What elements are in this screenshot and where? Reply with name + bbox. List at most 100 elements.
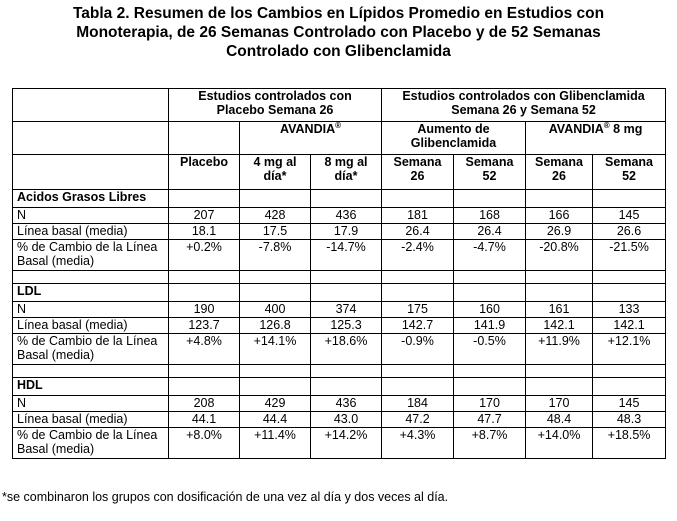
- row-label: % de Cambio de la Línea Basal (media): [12, 333, 169, 365]
- value-cell: -2.4%: [381, 239, 454, 271]
- empty-cell: [453, 270, 526, 284]
- empty-cell: [591, 364, 667, 378]
- section-header-row: HDL: [12, 377, 667, 396]
- footnote: *se combinaron los grupos con dosificaci…: [2, 490, 449, 504]
- row-label: Línea basal (media): [12, 317, 169, 334]
- value-cell: -7.8%: [239, 239, 311, 271]
- empty-cell: [239, 270, 311, 284]
- value-cell: +14.0%: [525, 427, 593, 459]
- value-cell: 168: [453, 207, 526, 224]
- empty-cell: [310, 283, 382, 302]
- value-cell: 44.1: [168, 411, 240, 428]
- value-cell: 208: [168, 395, 240, 412]
- table-row: N 190 400 374 175 160 161 133: [12, 301, 667, 318]
- empty-cell: [381, 283, 454, 302]
- value-cell: 175: [381, 301, 454, 318]
- value-cell: +8.0%: [168, 427, 240, 459]
- value-cell: 429: [239, 395, 311, 412]
- empty-cell: [525, 377, 593, 396]
- value-cell: 436: [310, 395, 382, 412]
- column-header: Placebo: [168, 154, 240, 190]
- lipid-changes-table: Estudios controlados con Placebo Semana …: [12, 88, 667, 459]
- value-cell: +0.2%: [168, 239, 240, 271]
- row-label: N: [12, 301, 169, 318]
- value-cell: 17.9: [310, 223, 382, 240]
- empty-cell: [453, 283, 526, 302]
- row-label: Línea basal (media): [12, 411, 169, 428]
- value-cell: 142.1: [591, 317, 667, 334]
- empty-cell: [168, 364, 240, 378]
- empty-cell: [310, 364, 382, 378]
- empty-cell: [453, 364, 526, 378]
- value-cell: 170: [525, 395, 593, 412]
- value-cell: -0.5%: [453, 333, 526, 365]
- value-cell: 166: [525, 207, 593, 224]
- header-empty-cell: [12, 121, 169, 155]
- empty-cell: [168, 377, 240, 396]
- value-cell: 123.7: [168, 317, 240, 334]
- empty-cell: [591, 270, 667, 284]
- value-cell: 44.4: [239, 411, 311, 428]
- value-cell: +8.7%: [453, 427, 526, 459]
- value-cell: +14.2%: [310, 427, 382, 459]
- header-empty-cell: [168, 121, 240, 155]
- column-header: Semana 52: [591, 154, 667, 190]
- value-cell: 161: [525, 301, 593, 318]
- section-header-row: Acidos Grasos Libres: [12, 189, 667, 208]
- empty-cell: [381, 377, 454, 396]
- header-row-treatments: AVANDIA® Aumento de Glibenclamida AVANDI…: [12, 120, 667, 155]
- empty-cell: [591, 283, 667, 302]
- column-header: 8 mg al día*: [310, 154, 382, 190]
- value-cell: 428: [239, 207, 311, 224]
- registered-mark: ®: [603, 120, 610, 130]
- empty-cell: [525, 283, 593, 302]
- empty-cell: [381, 364, 454, 378]
- column-header: Semana 52: [453, 154, 526, 190]
- row-label: % de Cambio de la Línea Basal (media): [12, 239, 169, 271]
- empty-cell: [239, 283, 311, 302]
- table-row: Línea basal (media) 44.1 44.4 43.0 47.2 47.7 4…: [12, 411, 667, 428]
- value-cell: -4.7%: [453, 239, 526, 271]
- empty-cell: [310, 377, 382, 396]
- value-cell: 17.5: [239, 223, 311, 240]
- header-empty-cell: [12, 88, 169, 122]
- empty-cell: [168, 270, 240, 284]
- value-cell: 47.2: [381, 411, 454, 428]
- header-glibenclamida-group: Estudios controlados con Glibenclamida S…: [380, 88, 667, 122]
- row-label: N: [12, 395, 169, 412]
- value-cell: 184: [381, 395, 454, 412]
- avandia-label: AVANDIA: [548, 122, 604, 136]
- column-header: Semana 26: [381, 154, 454, 190]
- registered-mark: ®: [335, 120, 341, 130]
- section-name: LDL: [12, 283, 169, 302]
- table-row: % de Cambio de la Línea Basal (media) +8.…: [12, 427, 667, 459]
- value-cell: 26.6: [591, 223, 667, 240]
- title-line-2: Monoterapia, de 26 Semanas Controlado co…: [76, 24, 601, 41]
- value-cell: 181: [381, 207, 454, 224]
- value-cell: +4.3%: [381, 427, 454, 459]
- table-row: Línea basal (media) 123.7 126.8 125.3 142.7 1…: [12, 317, 667, 334]
- value-cell: 145: [591, 395, 667, 412]
- empty-cell: [168, 283, 240, 302]
- header-row-groups: Estudios controlados con Placebo Semana …: [12, 88, 667, 122]
- value-cell: 125.3: [310, 317, 382, 334]
- value-cell: 170: [453, 395, 526, 412]
- section-name: Acidos Grasos Libres: [12, 189, 169, 208]
- value-cell: 47.7: [453, 411, 526, 428]
- value-cell: 160: [453, 301, 526, 318]
- value-cell: 18.1: [168, 223, 240, 240]
- header-empty-cell: [12, 154, 169, 190]
- avandia-dose: 8 mg: [609, 122, 643, 136]
- value-cell: 374: [310, 301, 382, 318]
- value-cell: -0.9%: [381, 333, 454, 365]
- empty-cell: [12, 270, 169, 284]
- title-line-3: Controlado con Glibenclamida: [226, 43, 451, 60]
- empty-cell: [239, 189, 311, 208]
- empty-cell: [168, 189, 240, 208]
- table-row: N 208 429 436 184 170 170 145: [12, 395, 667, 412]
- empty-cell: [453, 189, 526, 208]
- empty-cell: [381, 189, 454, 208]
- value-cell: 126.8: [239, 317, 311, 334]
- spacer-row: [12, 364, 667, 378]
